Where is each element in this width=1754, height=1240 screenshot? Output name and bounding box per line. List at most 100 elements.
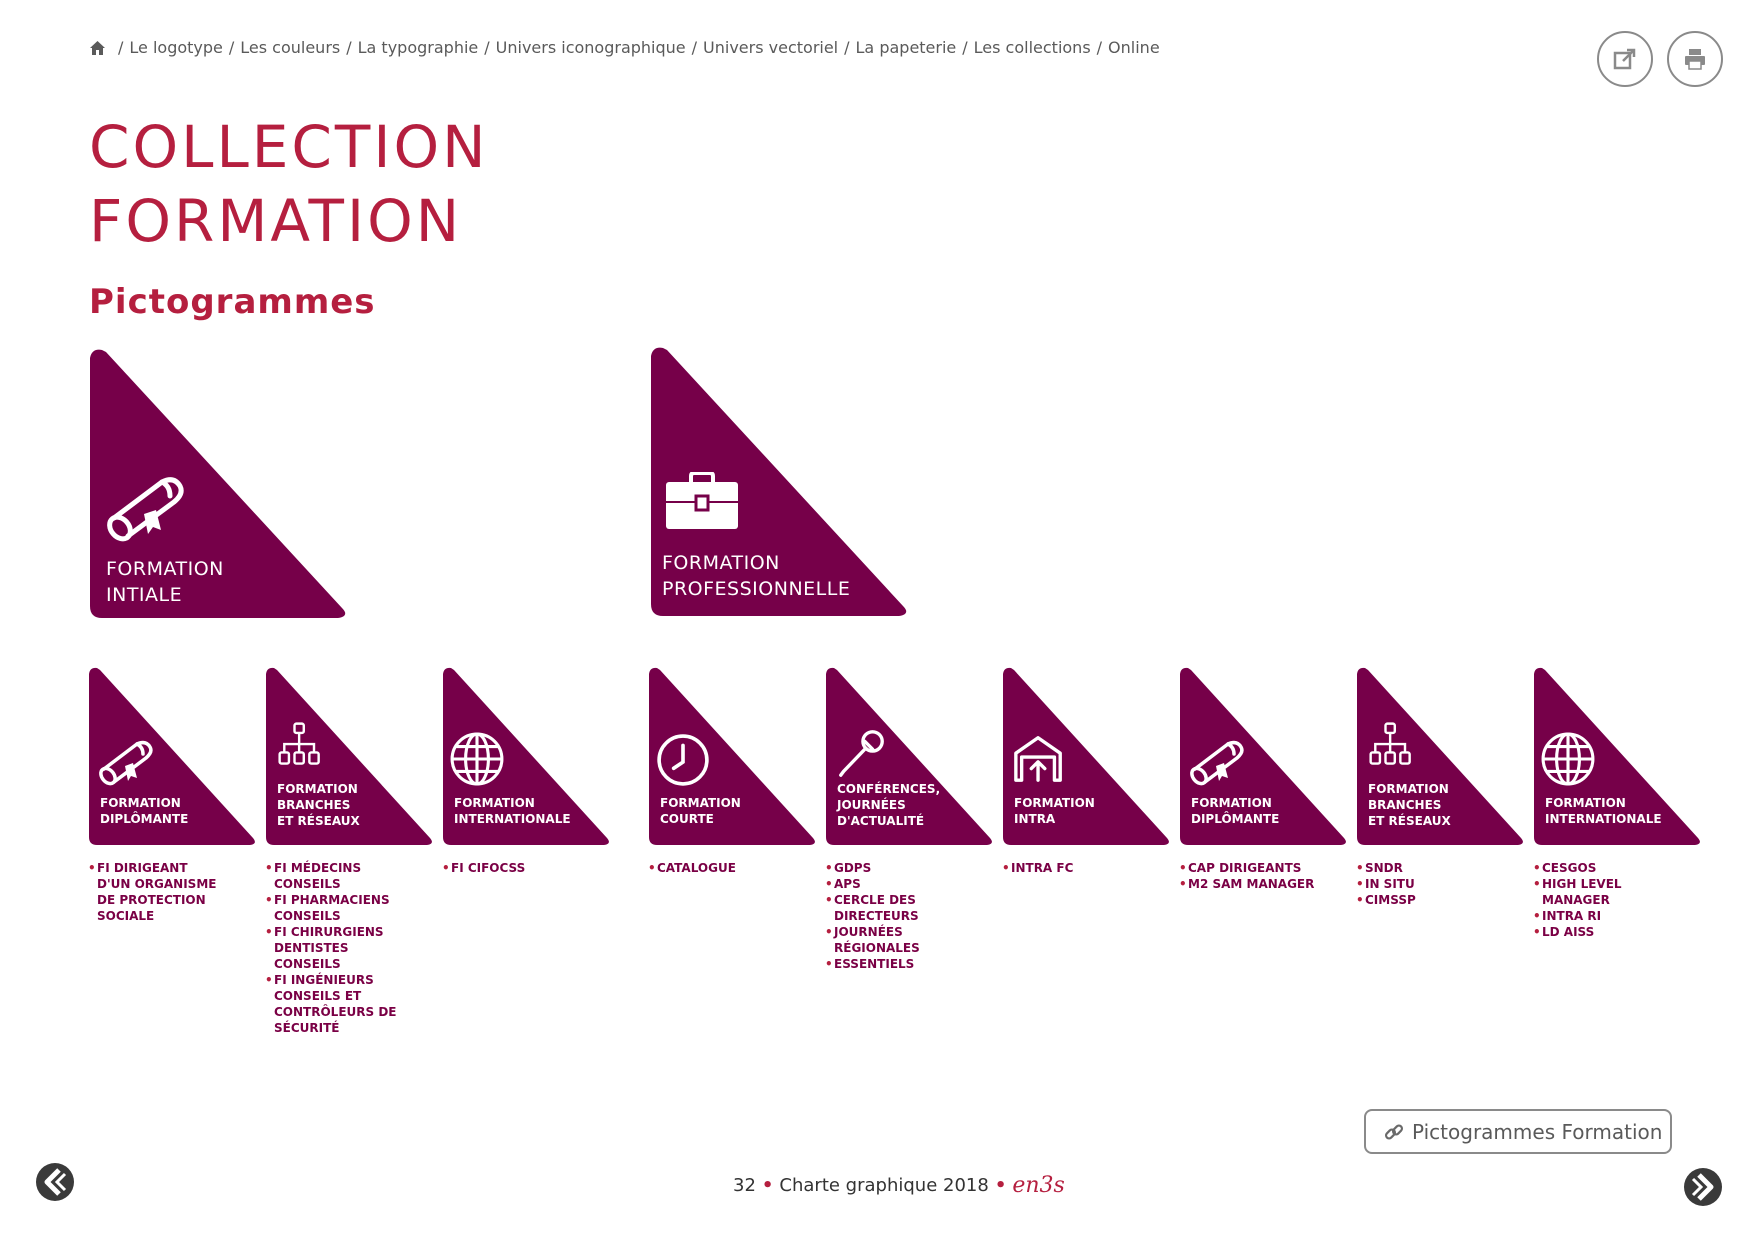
list-item: M2 SAM MANAGER xyxy=(1179,876,1314,892)
list-item: APS xyxy=(825,876,920,892)
triangle-shape xyxy=(1003,667,1169,845)
list-item-text: FI MÉDECINS CONSEILS xyxy=(274,861,362,891)
breadcrumb-item-typographie[interactable]: La typographie xyxy=(357,38,479,57)
clock-icon xyxy=(657,734,709,786)
breadcrumb-item-online[interactable]: Online xyxy=(1108,38,1160,57)
breadcrumb-separator: / xyxy=(962,38,968,57)
pictogram-label: FORMATION INTRA xyxy=(1014,796,1095,826)
print-button[interactable] xyxy=(1667,31,1723,87)
page-title-line2: FORMATION xyxy=(89,187,463,255)
network-icon xyxy=(278,722,320,765)
breadcrumb-item-papeterie[interactable]: La papeterie xyxy=(855,38,957,57)
external-link-button[interactable] xyxy=(1597,31,1653,87)
pictogram-3: FORMATION INTERNATIONALE xyxy=(442,667,612,847)
list-item: SNDR xyxy=(1356,860,1416,876)
list-item-text: SNDR xyxy=(1365,861,1403,875)
diploma-icon xyxy=(1190,740,1244,786)
list-item: LD AISS xyxy=(1533,924,1622,940)
pictogram-list-9: CESGOS HIGH LEVEL MANAGER INTRA RI LD AISS xyxy=(1533,860,1622,940)
page-title-line1: COLLECTION xyxy=(89,113,489,181)
list-item: CESGOS xyxy=(1533,860,1622,876)
pictogram-list-2: FI MÉDECINS CONSEILSFI PHARMACIENS CONSE… xyxy=(265,860,396,1036)
breadcrumb-separator: / xyxy=(346,38,352,57)
diploma-icon xyxy=(107,477,184,542)
list-item: FI PHARMACIENS CONSEILS xyxy=(265,892,396,924)
breadcrumb-item-couleurs[interactable]: Les couleurs xyxy=(240,38,341,57)
list-item: ESSENTIELS xyxy=(825,956,920,972)
list-item-text: APS xyxy=(834,877,861,891)
link-label: Pictogrammes Formation xyxy=(1412,1119,1663,1144)
pictogram-label: FORMATION DIPLÔMANTE xyxy=(100,796,189,826)
footer-separator: • xyxy=(994,1175,1007,1196)
list-item: FI CHIRURGIENS DENTISTES CONSEILS xyxy=(265,924,396,972)
triangle-shape xyxy=(1357,667,1523,845)
triangle-shape xyxy=(649,667,815,845)
triangle-shape xyxy=(90,349,346,618)
list-item-text: CATALOGUE xyxy=(657,861,736,875)
list-item-text: CAP DIRIGEANTS xyxy=(1188,861,1302,875)
pictogram-label: FORMATION PROFESSIONNELLE xyxy=(662,552,851,600)
pictogram-9: FORMATION INTERNATIONALE xyxy=(1533,667,1703,847)
home-icon[interactable] xyxy=(89,40,106,56)
list-item: FI CIFOCSS xyxy=(442,860,525,876)
list-item: CATALOGUE xyxy=(648,860,736,876)
pictogram-list-4: CATALOGUE xyxy=(648,860,736,876)
breadcrumb-item-iconographique[interactable]: Univers iconographique xyxy=(495,38,686,57)
pictogram-label: FORMATION DIPLÔMANTE xyxy=(1191,796,1280,826)
pictogram-label: FORMATION BRANCHES ET RÉSEAUX xyxy=(1368,782,1451,828)
breadcrumb: / Le logotype / Les couleurs / La typogr… xyxy=(89,38,1160,57)
list-item: CAP DIRIGEANTS xyxy=(1179,860,1314,876)
en3s-logo: en3s xyxy=(1012,1173,1065,1198)
list-item-text: FI INGÉNIEURS CONSEILS ET CONTRÔLEURS DE… xyxy=(274,973,397,1035)
list-item-text: FI CHIRURGIENS DENTISTES CONSEILS xyxy=(274,925,384,971)
list-item-text: ESSENTIELS xyxy=(834,957,915,971)
pictogram-5: CONFÉRENCES, JOURNÉES D'ACTUALITÉ xyxy=(825,667,995,847)
chain-link-icon xyxy=(1384,1123,1404,1140)
triangle-shape xyxy=(443,667,609,845)
page-footer: 32 • Charte graphique 2018 • en3s xyxy=(733,1173,1065,1198)
pictogram-label: FORMATION INTIALE xyxy=(106,558,224,606)
footer-text: Charte graphique 2018 xyxy=(779,1175,989,1196)
pictogram-formation-professionnelle: FORMATION PROFESSIONNELLE xyxy=(649,346,911,618)
breadcrumb-item-logotype[interactable]: Le logotype xyxy=(129,38,223,57)
list-item: INTRA RI xyxy=(1533,908,1622,924)
external-link-icon xyxy=(1613,48,1636,70)
list-item: FI DIRIGEANT D'UN ORGANISME DE PROTECTIO… xyxy=(88,860,216,924)
next-page-icon[interactable] xyxy=(1683,1167,1723,1207)
list-item: IN SITU xyxy=(1356,876,1416,892)
breadcrumb-item-vectoriel[interactable]: Univers vectoriel xyxy=(703,38,839,57)
section-subtitle: Pictogrammes xyxy=(89,282,376,322)
printer-icon xyxy=(1685,49,1705,70)
pictogram-8: FORMATION BRANCHES ET RÉSEAUX xyxy=(1356,667,1526,847)
diploma-icon xyxy=(99,740,153,786)
list-item-text: INTRA FC xyxy=(1011,861,1074,875)
pictogram-list-5: GDPS APS CERCLE DES DIRECTEURSJOURNÉES RÉG… xyxy=(825,860,920,972)
triangle-shape xyxy=(651,347,907,616)
list-item: FI INGÉNIEURS CONSEILS ET CONTRÔLEURS DE… xyxy=(265,972,396,1036)
house-arrow-icon xyxy=(1014,736,1062,782)
globe-icon xyxy=(1541,732,1595,786)
list-item-text: M2 SAM MANAGER xyxy=(1188,877,1315,891)
pictogram-list-7: CAP DIRIGEANTS M2 SAM MANAGER xyxy=(1179,860,1314,892)
list-item-text: CERCLE DES DIRECTEURS xyxy=(834,893,919,923)
pictogram-label: FORMATION COURTE xyxy=(660,796,741,826)
microphone-icon xyxy=(839,730,884,777)
breadcrumb-separator: / xyxy=(691,38,698,57)
pictogram-6: FORMATION INTRA xyxy=(1002,667,1172,847)
pictogrammes-formation-link[interactable]: Pictogrammes Formation xyxy=(1364,1109,1672,1154)
triangle-shape xyxy=(1180,667,1346,845)
pictogram-label: FORMATION BRANCHES ET RÉSEAUX xyxy=(277,782,360,828)
page-title: COLLECTION FORMATION xyxy=(89,110,489,258)
pictogram-1: FORMATION DIPLÔMANTE xyxy=(88,667,258,847)
breadcrumb-separator: / xyxy=(844,38,850,57)
list-item: INTRA FC xyxy=(1002,860,1073,876)
list-item-text: FI DIRIGEANT D'UN ORGANISME DE PROTECTIO… xyxy=(97,861,217,923)
list-item-text: HIGH LEVEL MANAGER xyxy=(1542,877,1622,907)
pictogram-2: FORMATION BRANCHES ET RÉSEAUX xyxy=(265,667,435,847)
previous-page-icon[interactable] xyxy=(35,1162,75,1202)
breadcrumb-item-collections[interactable]: Les collections xyxy=(973,38,1091,57)
pictogram-list-8: SNDR IN SITU CIMSSP xyxy=(1356,860,1416,908)
list-item: FI MÉDECINS CONSEILS xyxy=(265,860,396,892)
list-item-text: FI PHARMACIENS CONSEILS xyxy=(274,893,390,923)
pictogram-list-6: INTRA FC xyxy=(1002,860,1073,876)
